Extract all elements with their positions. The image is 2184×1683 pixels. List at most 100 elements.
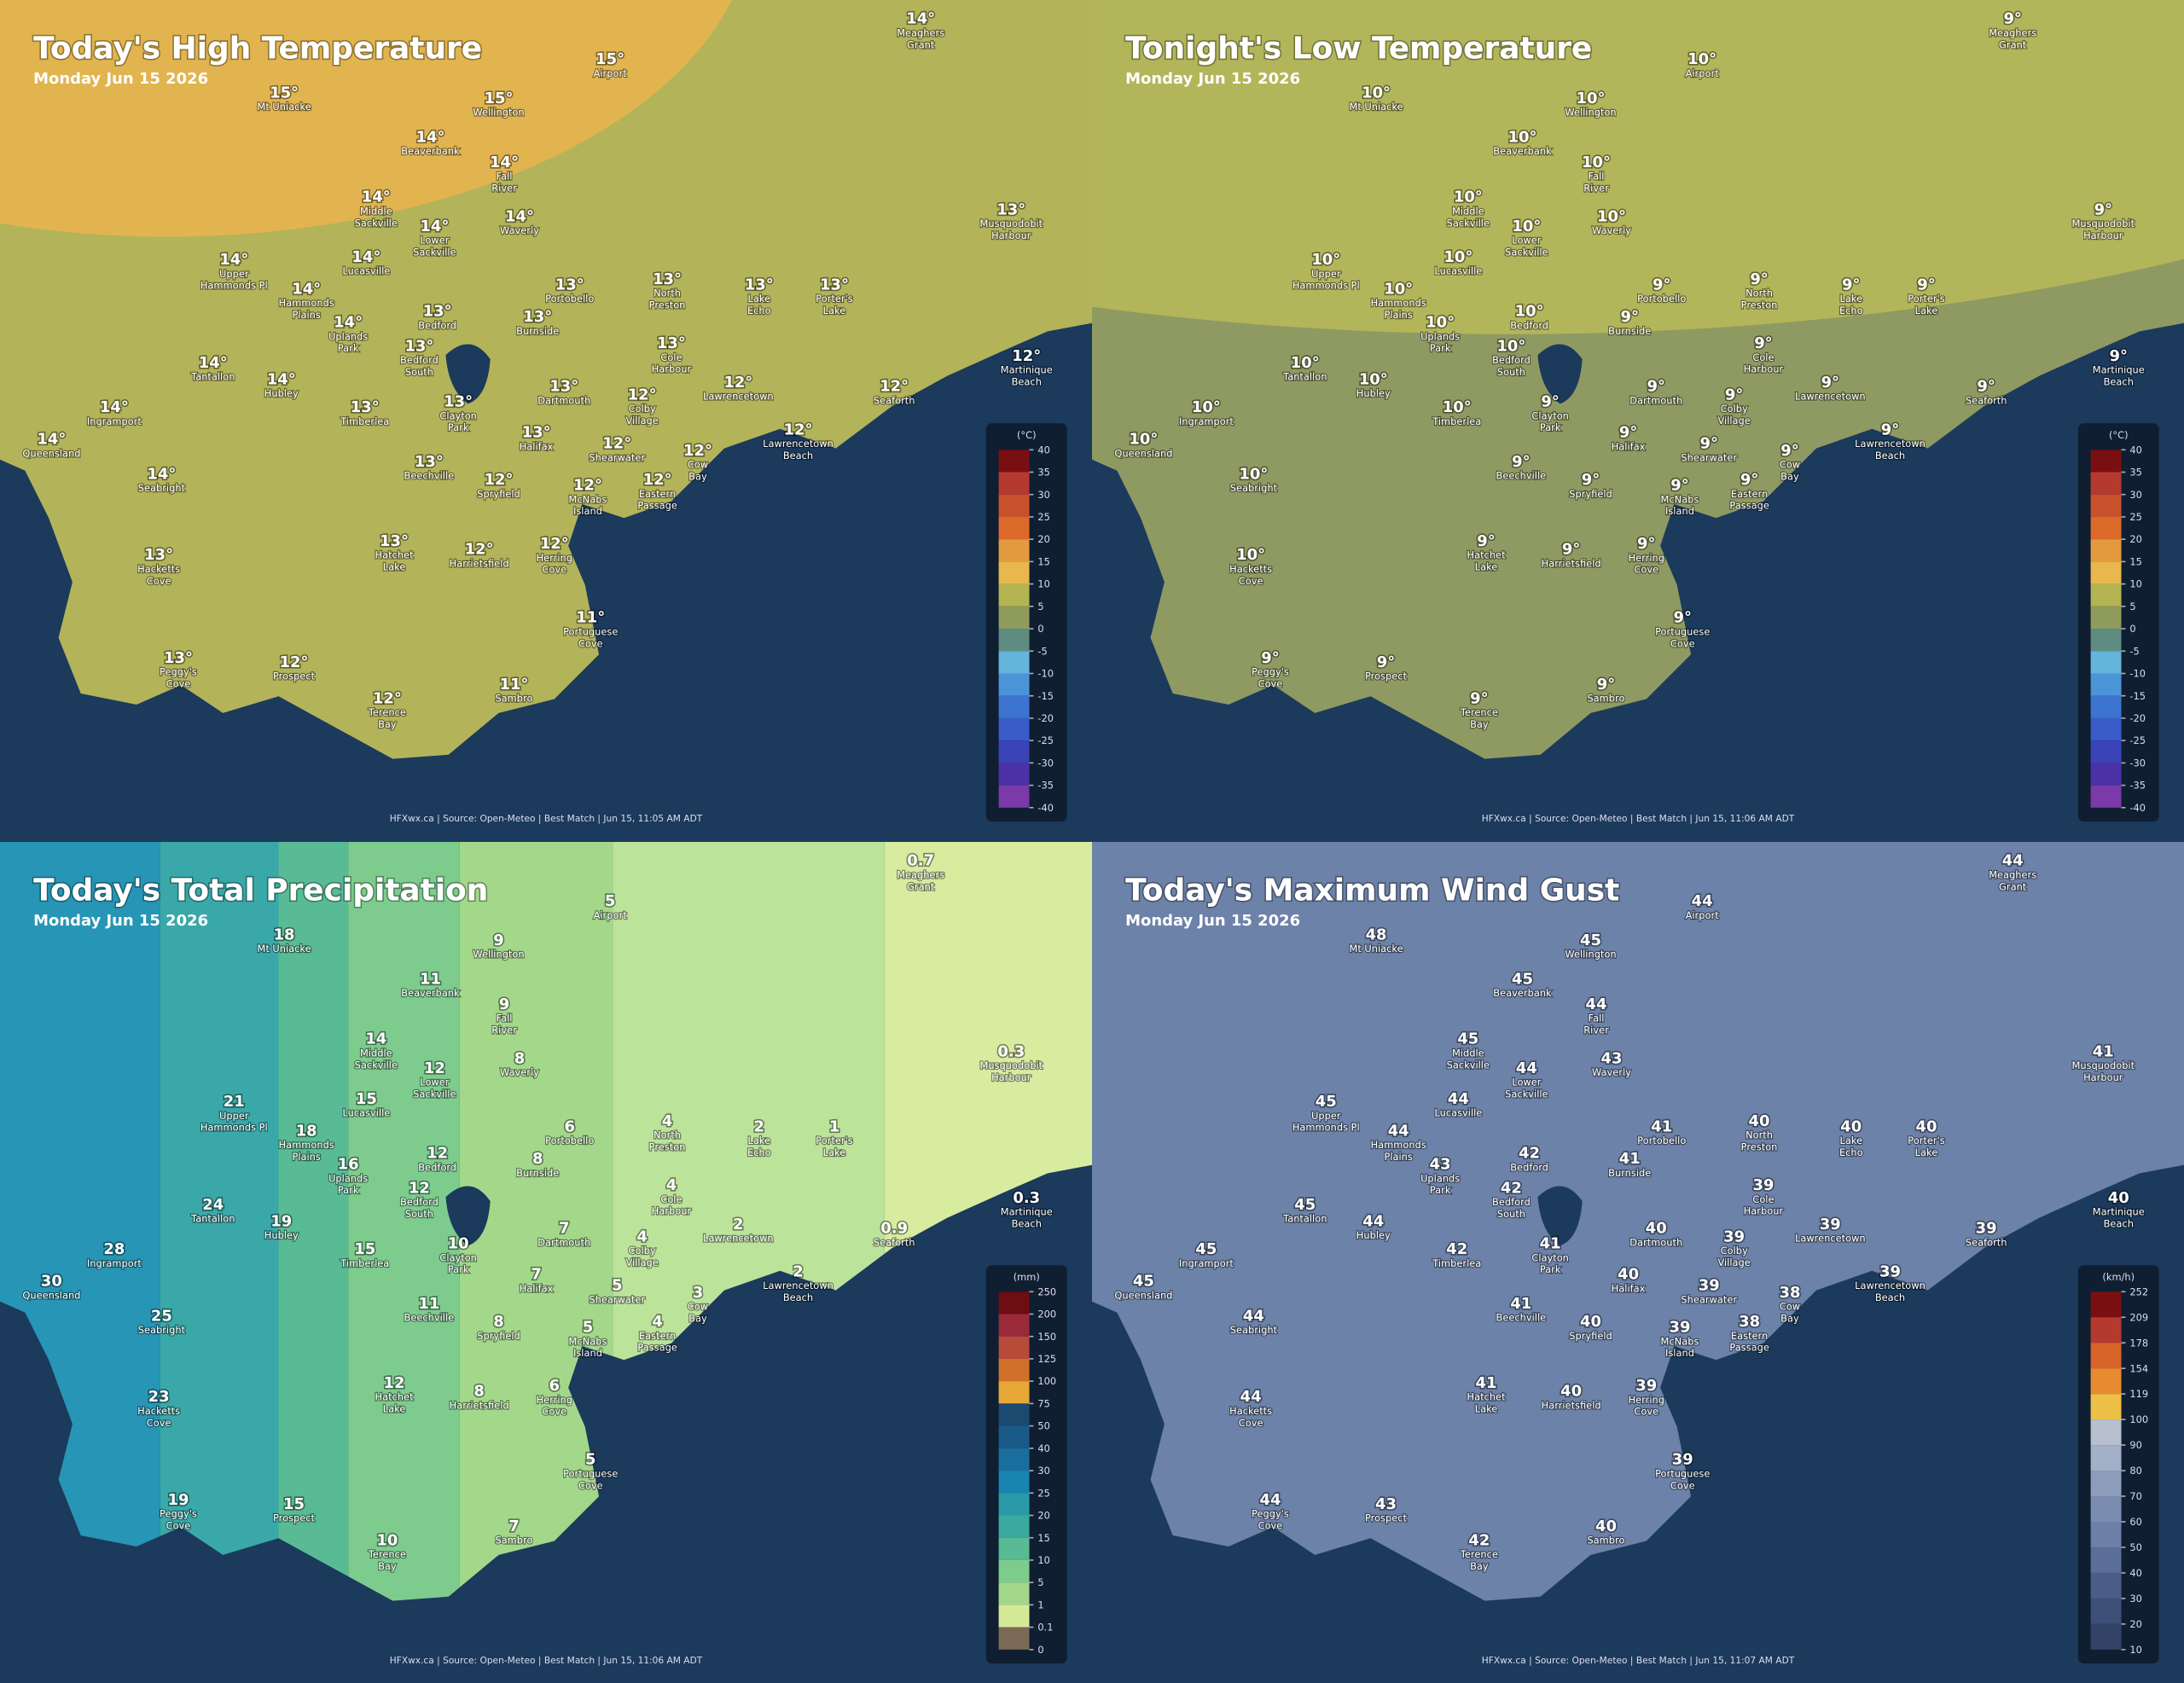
legend-unit: (km/h) — [2102, 1271, 2135, 1283]
place-name: Hacketts — [137, 563, 180, 575]
place-value: 14° — [420, 218, 449, 235]
place-name: Lucasville — [342, 1107, 390, 1119]
place-name: Beach — [2104, 375, 2134, 387]
place-value: 9° — [1977, 378, 1995, 396]
place-value: 12° — [880, 378, 909, 396]
place-name: Lake — [748, 1135, 771, 1146]
place-name: Queensland — [22, 447, 80, 459]
place-name: Bedford — [418, 1161, 456, 1173]
place-value: 9° — [2094, 200, 2112, 218]
place-name: Grant — [1999, 880, 2027, 892]
place-name: Hubley — [1356, 387, 1391, 399]
place-name: Burnside — [1608, 1167, 1651, 1179]
place-name: Mt Uniacke — [257, 101, 311, 113]
footer: HFXwx.ca | Source: Open-Meteo | Best Mat… — [390, 1655, 703, 1666]
place-name: South — [405, 1208, 433, 1220]
place-name: Cove — [1258, 678, 1283, 690]
place-name: Ingramport — [87, 1257, 142, 1269]
place-value: 13° — [404, 337, 433, 355]
place-name: Shearwater — [1681, 451, 1737, 463]
place-name: Lake — [1475, 560, 1498, 572]
place-name: Upper — [1311, 268, 1341, 280]
place-name: Terence — [368, 1548, 406, 1560]
place-value: 39 — [1635, 1377, 1657, 1395]
legend-swatch — [998, 1403, 1030, 1426]
place-name: Wellington — [1565, 948, 1616, 960]
legend-label: 15 — [1037, 555, 1050, 567]
place-name: Clayton — [439, 1251, 477, 1263]
legend-swatch — [998, 1314, 1030, 1337]
place-name: Island — [573, 1347, 602, 1359]
place-name: Airport — [594, 909, 628, 921]
legend-swatch — [2090, 1317, 2122, 1343]
panel-title: Today's High Temperature — [33, 32, 482, 67]
place-value: 13° — [351, 398, 380, 416]
legend-swatch — [2090, 695, 2122, 718]
place-value: 42 — [1519, 1145, 1540, 1163]
place-value: 9° — [1477, 532, 1495, 550]
place-name: Meaghers — [1989, 26, 2036, 38]
place-name: Hammonds Pl — [1292, 280, 1360, 292]
place-name: Upper — [1311, 1110, 1341, 1122]
place-name: Beach — [1012, 1217, 1042, 1229]
place-value: 9° — [2003, 10, 2021, 28]
place-name: Cole — [1752, 1193, 1774, 1205]
legend-swatch — [998, 717, 1030, 741]
place-name: Bay — [1470, 1560, 1489, 1572]
legend-swatch — [998, 1448, 1030, 1471]
legend-label: 25 — [1037, 1487, 1050, 1499]
place-name: Martinique — [1001, 363, 1053, 375]
place-value: 12 — [409, 1179, 430, 1197]
place-name: Park — [1540, 1263, 1561, 1275]
place-name: Cove — [147, 1417, 171, 1429]
legend-swatch — [998, 494, 1030, 517]
place-name: Sackville — [1447, 1059, 1490, 1071]
place-value: 10 — [448, 1235, 469, 1253]
place-name: Eastern — [1731, 1330, 1768, 1342]
place-name: Bay — [688, 470, 707, 482]
legend-swatch — [998, 1605, 1030, 1628]
place-name: Timberlea — [1432, 1257, 1481, 1269]
legend-label: 35 — [2129, 467, 2142, 479]
place-value: 44 — [1516, 1059, 1537, 1077]
place-value: 0.3 — [997, 1042, 1025, 1060]
place-name: Seabright — [138, 1324, 186, 1336]
place-value: 8 — [514, 1050, 525, 1068]
place-value: 10 — [376, 1531, 398, 1549]
place-name: Beaverbank — [1493, 145, 1552, 157]
place-name: Fall — [1589, 1013, 1605, 1024]
place-value: 42 — [1501, 1179, 1522, 1197]
legend-swatch — [2090, 1343, 2122, 1369]
place-name: Seabright — [1230, 1324, 1278, 1336]
legend-label: 30 — [2129, 1593, 2142, 1605]
place-value: 12° — [1012, 347, 1041, 365]
place-name: Sackville — [413, 247, 456, 258]
place-value: 9° — [1750, 270, 1768, 288]
place-value: 45 — [1580, 931, 1601, 949]
place-value: 13° — [657, 334, 686, 352]
place-value: 23 — [148, 1388, 170, 1406]
place-value: 2 — [754, 1118, 764, 1136]
place-name: Herring — [537, 552, 572, 564]
place-value: 9° — [1670, 477, 1688, 495]
place-name: Clayton — [1531, 1251, 1569, 1263]
legend-label: 20 — [2129, 533, 2142, 545]
place-name: Mt Uniacke — [1349, 943, 1403, 955]
place-name: Halifax — [1612, 1282, 1646, 1294]
place-value: 12° — [540, 535, 569, 553]
panel-title: Today's Total Precipitation — [33, 873, 488, 908]
legend-swatch — [2090, 763, 2122, 786]
place-name: Bedford — [1510, 319, 1548, 331]
place-value: 44 — [1586, 995, 1607, 1013]
place-name: Lower — [420, 1077, 449, 1088]
place-name: Musquodobit — [2072, 218, 2135, 229]
place-name: Park — [1430, 1184, 1451, 1196]
place-name: Cole — [660, 351, 682, 363]
legend-label: -40 — [2129, 802, 2146, 814]
legend-swatch — [2090, 1291, 2122, 1318]
place-name: Portobello — [545, 1135, 594, 1146]
legend-swatch — [2090, 1394, 2122, 1420]
place-value: 10° — [1384, 280, 1413, 298]
place-value: 12° — [628, 386, 657, 404]
place-name: Porter's — [1908, 293, 1944, 305]
